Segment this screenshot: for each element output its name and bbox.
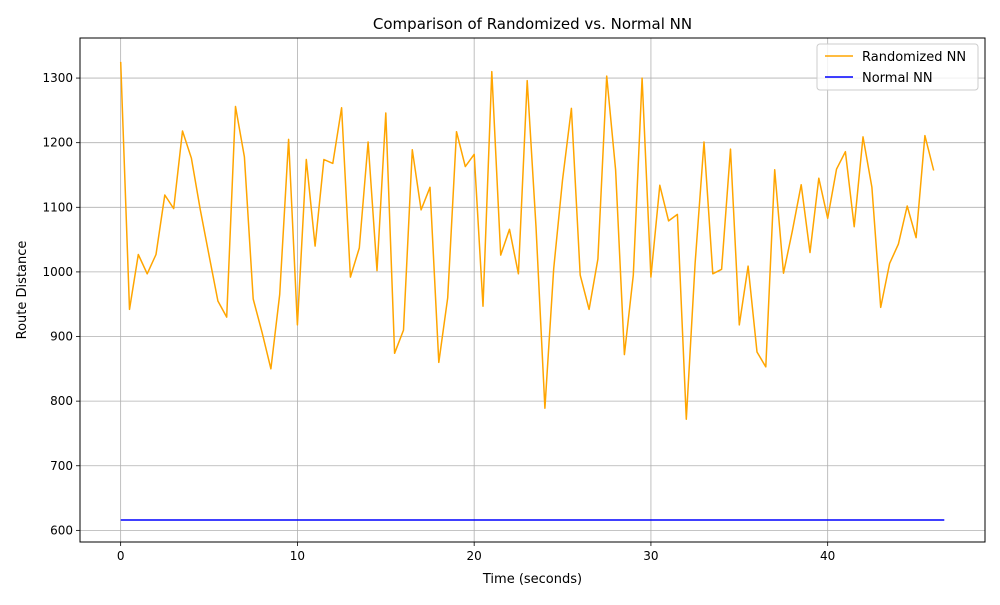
- legend-label-normal-nn: Normal NN: [862, 71, 933, 86]
- x-tick-label: 40: [820, 549, 835, 563]
- x-tick-label: 20: [467, 549, 482, 563]
- series-line-0: [119, 61, 935, 420]
- plot-frame: [79, 37, 986, 543]
- y-tick-label: 800: [50, 394, 73, 408]
- legend: Randomized NN Normal NN: [816, 43, 979, 91]
- y-tick-label: 700: [50, 459, 73, 473]
- chart-title: Comparison of Randomized vs. Normal NN: [373, 15, 692, 33]
- x-tick-label: 0: [117, 549, 125, 563]
- legend-label-randomized-nn: Randomized NN: [862, 50, 966, 65]
- x-tick-label: 30: [643, 549, 658, 563]
- y-tick-label: 600: [50, 523, 73, 537]
- x-tick-label: 10: [290, 549, 305, 563]
- y-tick-label: 1100: [42, 200, 73, 214]
- grid: [80, 38, 985, 542]
- y-axis-label: Route Distance: [15, 241, 30, 340]
- y-tick-label: 1300: [42, 71, 73, 85]
- legend-box: [816, 43, 979, 91]
- x-axis-label: Time (seconds): [482, 572, 582, 587]
- y-tick-label: 900: [50, 330, 73, 344]
- ticks: 0 10 20 30 40 600 700 800 900 1000 1100 1200 1300: [42, 71, 835, 563]
- y-tick-label: 1200: [42, 136, 73, 150]
- series-layer: [119, 61, 945, 521]
- y-tick-label: 1000: [42, 265, 73, 279]
